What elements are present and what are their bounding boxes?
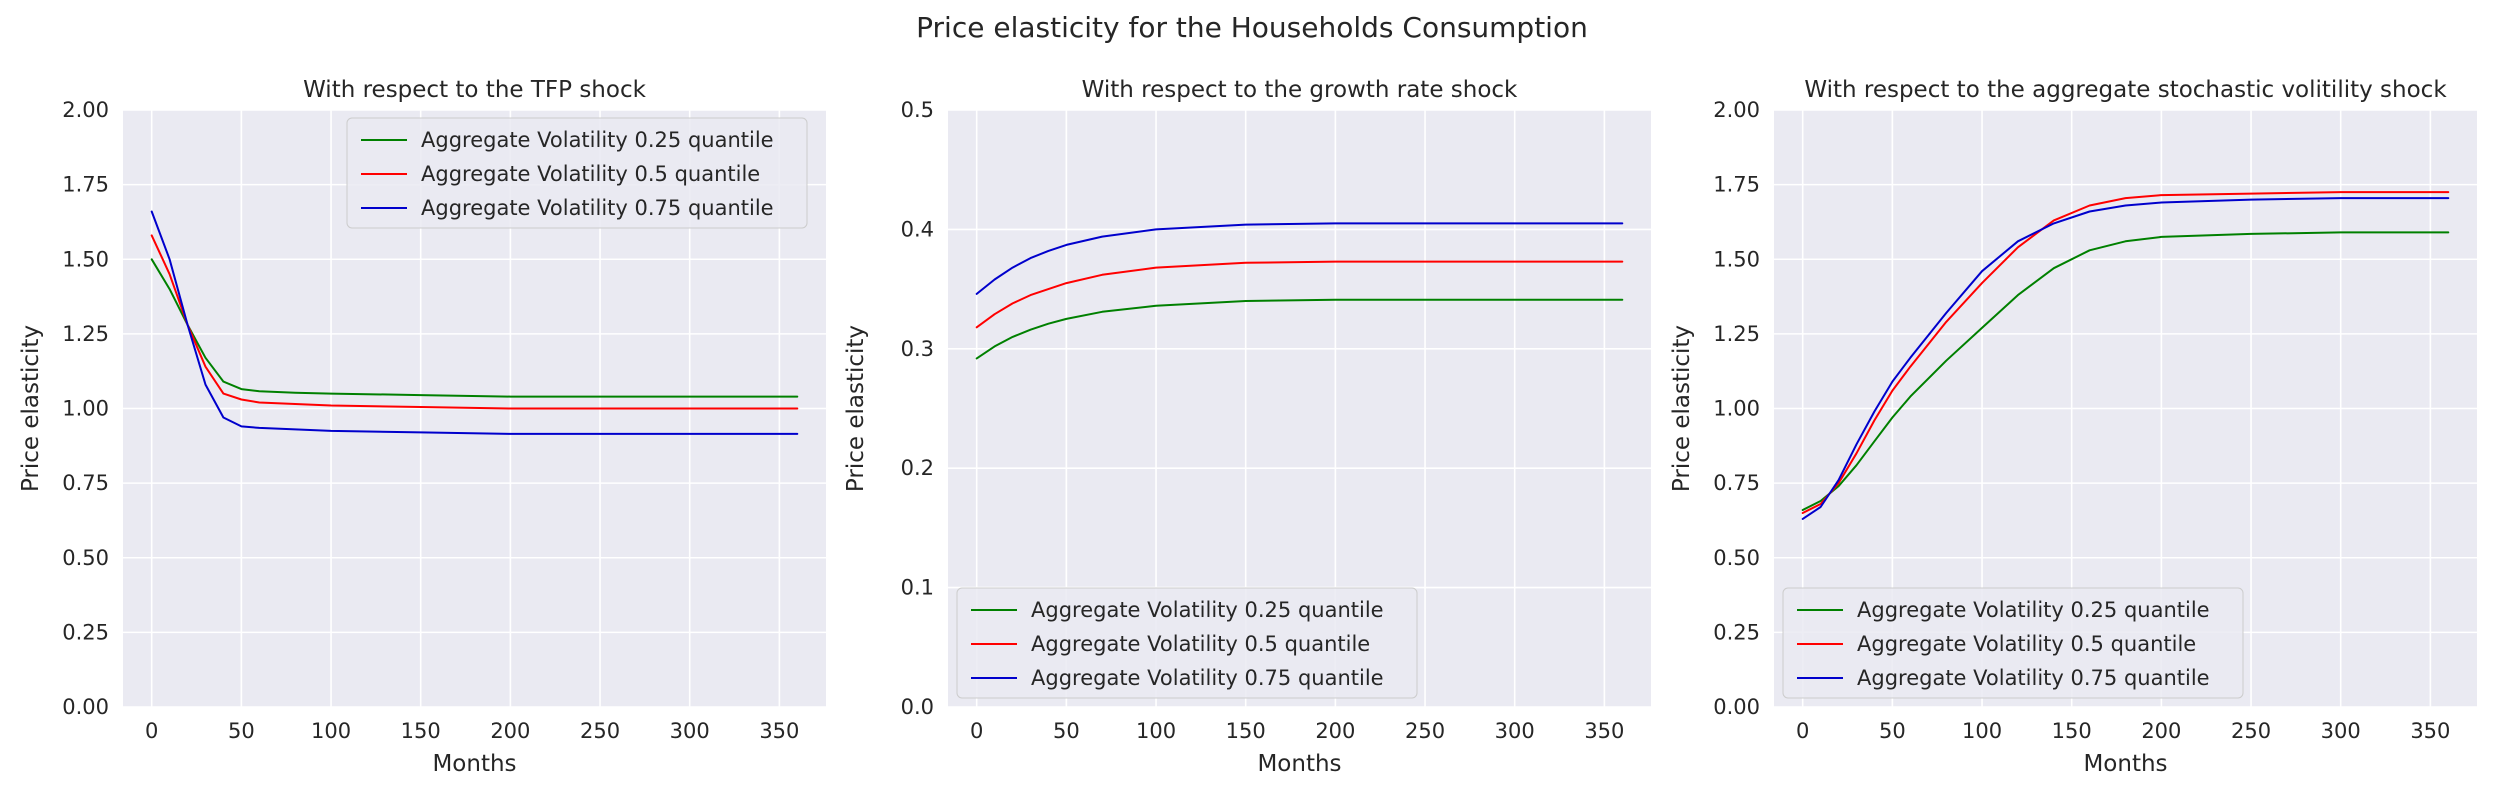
legend-entry: Aggregate Volatility 0.5 quantile [1031, 632, 1370, 656]
y-tick-label: 1.25 [1713, 322, 1760, 346]
y-tick-label: 0.00 [1713, 695, 1760, 719]
x-tick-label: 0 [970, 719, 983, 743]
y-tick-label: 1.25 [62, 322, 109, 346]
y-axis-label: Price elasticity [843, 325, 869, 492]
legend-frame [956, 587, 1418, 699]
legend-entry: Aggregate Volatility 0.75 quantile [421, 196, 774, 220]
x-tick-label: 200 [490, 719, 530, 743]
subplot-volatility-shock: 0 50 100 150 200 250 300 350 0.00 0.25 0.50 0.75 1.0… [1669, 77, 2477, 777]
x-tick-label: 50 [1879, 719, 1906, 743]
legend-entry: Aggregate Volatility 0.25 quantile [1857, 598, 2210, 622]
x-axis-label: Months [432, 751, 516, 777]
y-tick-label: 0.75 [1713, 471, 1760, 495]
y-tick-label: 2.00 [62, 98, 109, 122]
x-tick-label: 200 [2141, 719, 2181, 743]
y-tick-label: 1.75 [1713, 173, 1760, 197]
legend-entry: Aggregate Volatility 0.5 quantile [421, 162, 760, 186]
y-tick-label: 0.3 [901, 337, 934, 361]
y-tick-label: 0.25 [62, 620, 109, 644]
y-tick-label: 0.0 [901, 695, 934, 719]
x-tick-label: 0 [1796, 719, 1809, 743]
x-tick-label: 250 [580, 719, 620, 743]
y-tick-label: 0.4 [901, 217, 934, 241]
x-tick-label: 150 [1226, 719, 1266, 743]
legend-entry: Aggregate Volatility 0.5 quantile [1857, 632, 2196, 656]
y-tick-label: 0.00 [62, 695, 109, 719]
y-tick-label: 0.1 [901, 576, 934, 600]
series-line-q2 [975, 260, 1624, 329]
series-line-q1 [975, 298, 1624, 360]
subplot-title: With respect to the aggregate stochastic… [1804, 77, 2447, 103]
legend-entry: Aggregate Volatility 0.75 quantile [1857, 666, 2210, 690]
legend-frame [1782, 587, 2244, 699]
y-tick-label: 0.5 [901, 98, 934, 122]
y-tick-label: 1.50 [1713, 247, 1760, 271]
figure-title: Price elasticity for the Households Cons… [916, 11, 1588, 44]
legend-entry: Aggregate Volatility 0.75 quantile [1031, 666, 1384, 690]
subplot-title: With respect to the TFP shock [303, 77, 647, 103]
y-tick-label: 2.00 [1713, 98, 1760, 122]
x-tick-label: 300 [670, 719, 710, 743]
x-tick-label: 350 [1584, 719, 1624, 743]
x-tick-label: 300 [2321, 719, 2361, 743]
x-axis-label: Months [2083, 751, 2167, 777]
x-tick-label: 250 [1405, 719, 1445, 743]
y-tick-label: 1.75 [62, 173, 109, 197]
x-tick-label: 50 [1053, 719, 1080, 743]
series-line-q3 [975, 222, 1624, 295]
legend-frame [346, 117, 808, 229]
subplot-growth-rate-shock: 0 50 100 150 200 250 300 350 0.0 0.1 0.2 0.3 0.4 0.5 W… [843, 77, 1651, 777]
x-tick-label: 100 [1136, 719, 1176, 743]
x-tick-label: 350 [2410, 719, 2450, 743]
x-tick-label: 350 [759, 719, 799, 743]
x-tick-label: 200 [1315, 719, 1355, 743]
x-tick-label: 0 [145, 719, 158, 743]
y-tick-label: 0.50 [62, 546, 109, 570]
y-axis-label: Price elasticity [18, 325, 44, 492]
y-tick-label: 0.25 [1713, 620, 1760, 644]
y-tick-label: 0.50 [1713, 546, 1760, 570]
subplot-title: With respect to the growth rate shock [1082, 77, 1518, 103]
legend: Aggregate Volatility 0.25 quantile Aggreg… [1782, 587, 2244, 699]
x-tick-label: 100 [311, 719, 351, 743]
legend-entry: Aggregate Volatility 0.25 quantile [421, 128, 774, 152]
legend: Aggregate Volatility 0.25 quantile Aggreg… [346, 117, 808, 229]
x-tick-label: 150 [401, 719, 441, 743]
y-tick-label: 1.50 [62, 247, 109, 271]
x-tick-label: 300 [1495, 719, 1535, 743]
y-tick-label: 0.75 [62, 471, 109, 495]
legend-entry: Aggregate Volatility 0.25 quantile [1031, 598, 1384, 622]
y-tick-label: 1.00 [62, 397, 109, 421]
subplot-tfp-shock: 0 50 100 150 200 250 300 350 0.00 0.25 0.50 0.75 1.0… [18, 77, 826, 777]
x-tick-label: 50 [228, 719, 255, 743]
legend: Aggregate Volatility 0.25 quantile Aggreg… [956, 587, 1418, 699]
x-tick-label: 250 [2231, 719, 2271, 743]
x-tick-label: 100 [1962, 719, 2002, 743]
x-axis-label: Months [1257, 751, 1341, 777]
series-line-q2 [1801, 191, 2450, 514]
y-tick-label: 0.2 [901, 456, 934, 480]
y-axis-label: Price elasticity [1669, 325, 1695, 492]
series-line-q3 [1801, 197, 2450, 520]
series-line-q3 [150, 210, 799, 435]
y-tick-label: 1.00 [1713, 397, 1760, 421]
x-tick-label: 150 [2052, 719, 2092, 743]
series-line-q1 [1801, 231, 2450, 511]
